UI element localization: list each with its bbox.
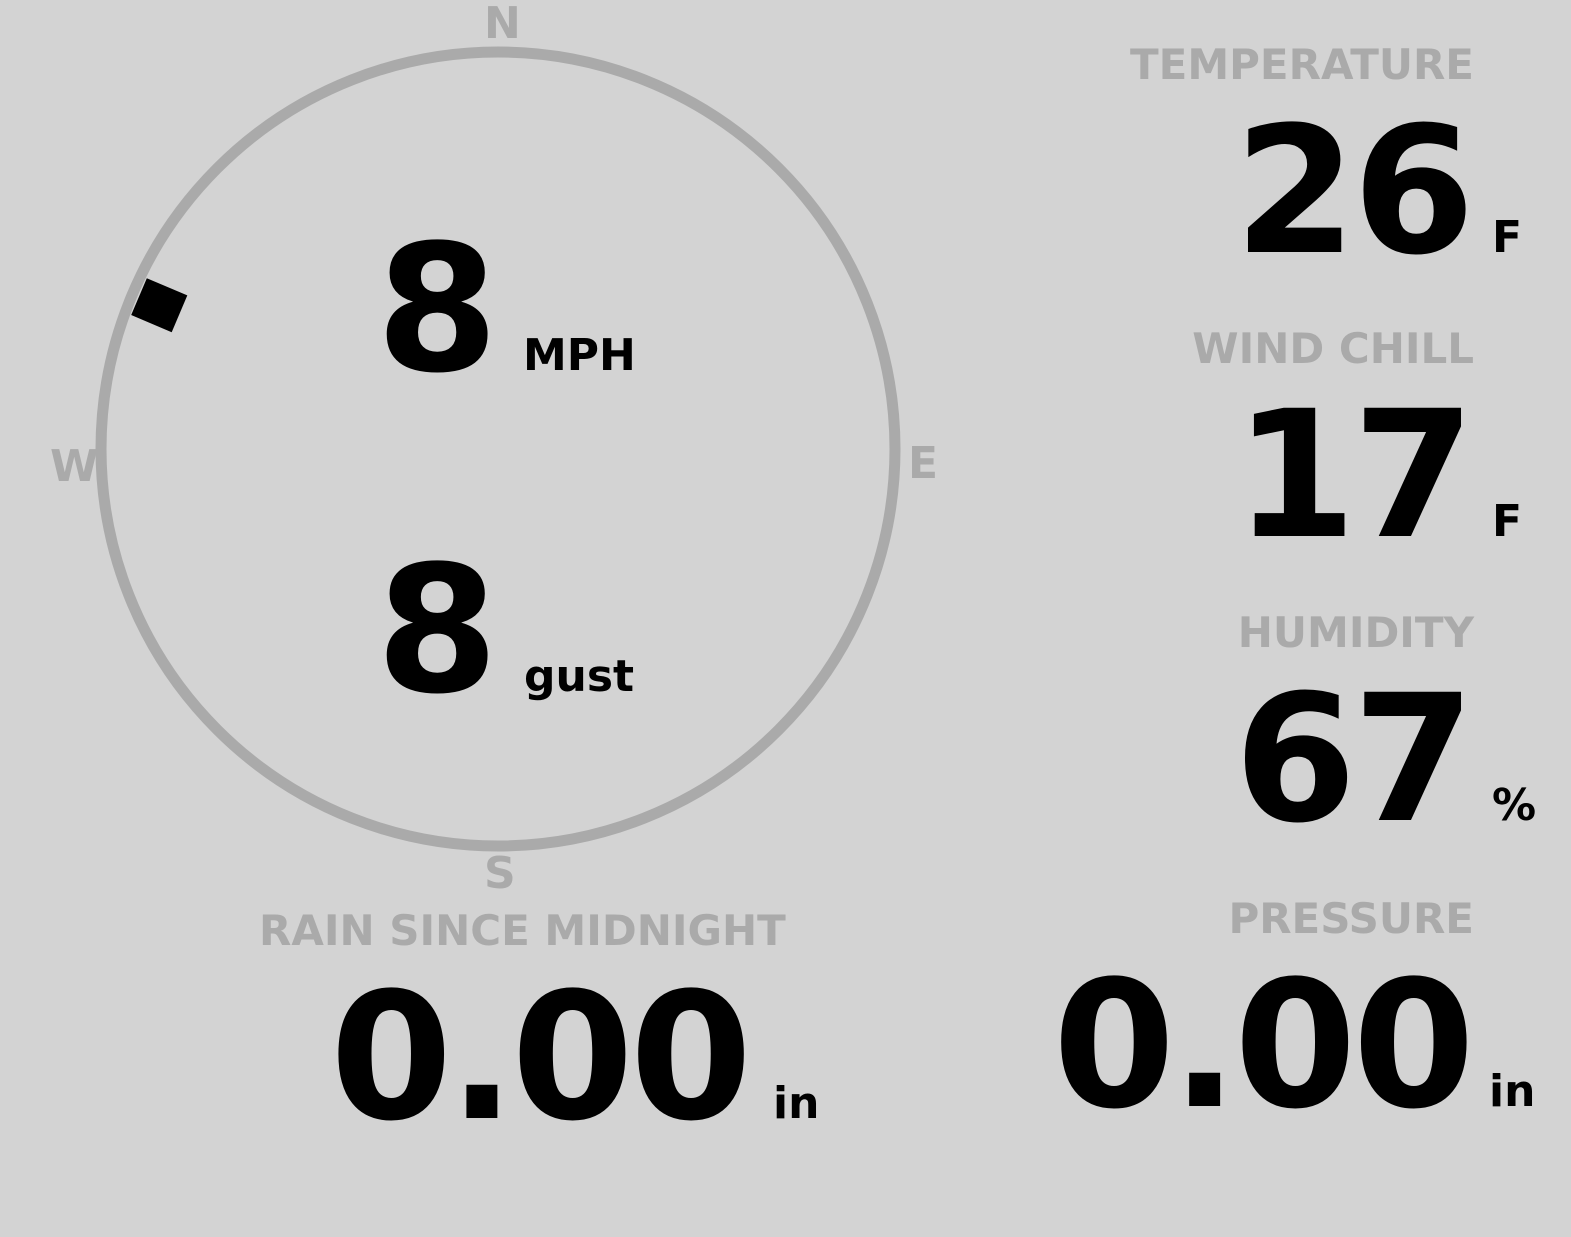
rain-unit: in bbox=[773, 1078, 820, 1129]
humidity-unit: % bbox=[1492, 780, 1537, 831]
wind-chill-label: WIND CHILL bbox=[1192, 324, 1474, 373]
pressure-unit: in bbox=[1489, 1066, 1536, 1117]
rain-label: RAIN SINCE MIDNIGHT bbox=[259, 906, 786, 955]
compass-ring bbox=[95, 46, 901, 852]
compass-east-label: E bbox=[908, 438, 939, 489]
compass-north-label: N bbox=[484, 0, 521, 49]
wind-chill-value: 17 bbox=[1234, 373, 1475, 578]
compass-dial bbox=[95, 46, 901, 852]
pressure-value: 0.00 bbox=[1052, 943, 1475, 1148]
humidity-label: HUMIDITY bbox=[1237, 608, 1474, 657]
pressure-label: PRESSURE bbox=[1228, 894, 1474, 943]
wind-direction-marker bbox=[131, 278, 188, 333]
wind-gust-value: 8 bbox=[376, 528, 498, 733]
wind-chill-unit: F bbox=[1492, 496, 1523, 547]
compass-west-label: W bbox=[50, 441, 99, 492]
wind-speed-unit: MPH bbox=[523, 330, 636, 381]
temperature-unit: F bbox=[1492, 212, 1523, 263]
compass-south-label: S bbox=[484, 848, 516, 899]
temperature-value: 26 bbox=[1234, 89, 1475, 294]
temperature-label: TEMPERATURE bbox=[1130, 40, 1474, 89]
wind-speed-value: 8 bbox=[376, 207, 498, 412]
wind-gust-unit: gust bbox=[524, 651, 635, 702]
humidity-value: 67 bbox=[1234, 657, 1475, 862]
rain-value: 0.00 bbox=[330, 955, 752, 1160]
